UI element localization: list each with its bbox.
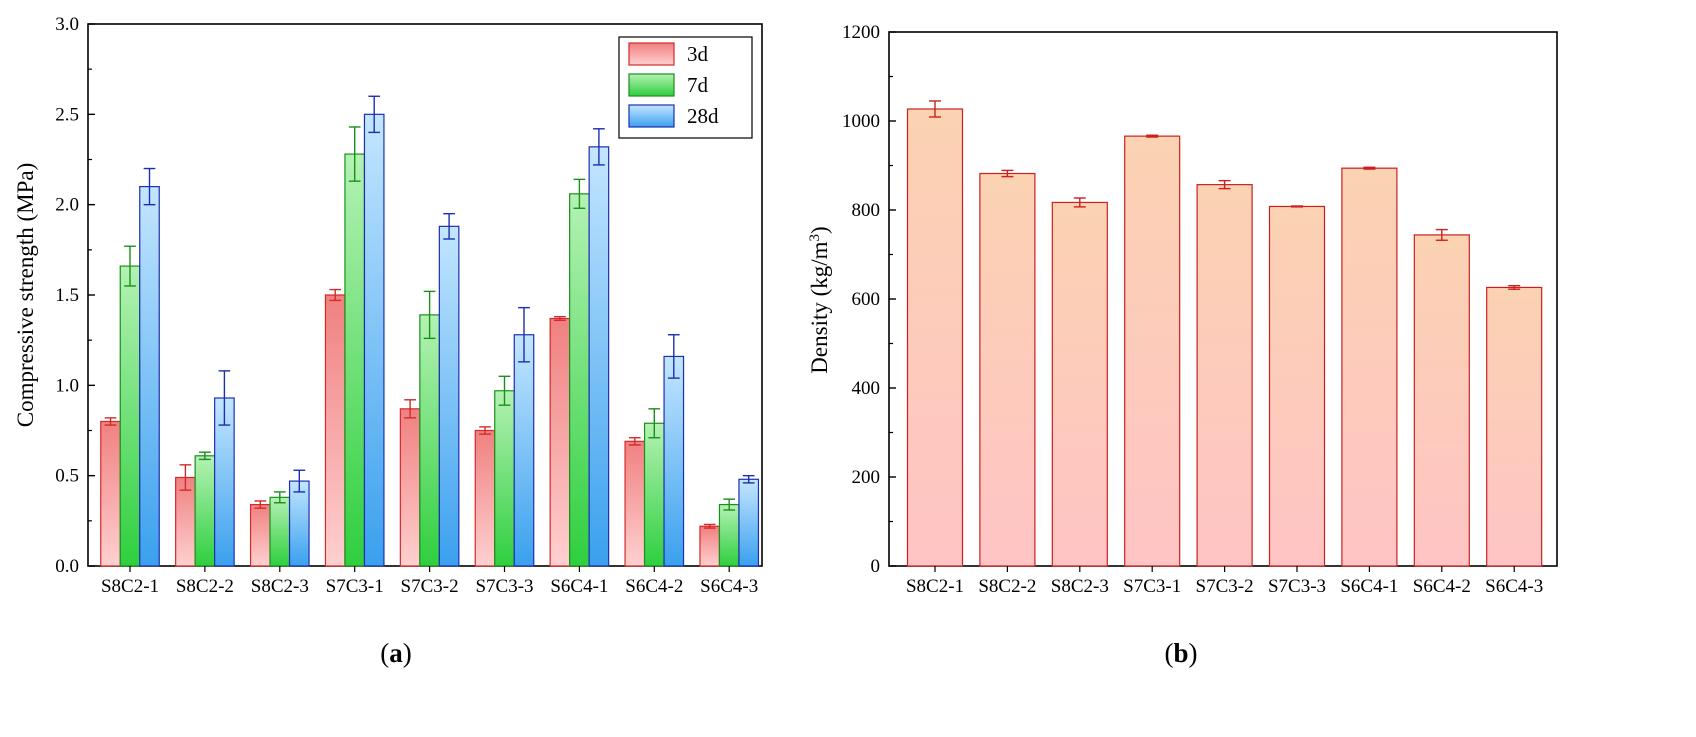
bar-7d-s7c3-2	[419, 314, 440, 567]
x-tick-label: S6C4-3	[700, 576, 758, 597]
bar-7d-s8c2-2	[194, 455, 216, 567]
panel-b-label-close: )	[1189, 638, 1198, 668]
bar-3d-s6c4-1	[549, 317, 571, 567]
panel-a-legend: 3d 7d 28d	[618, 36, 753, 139]
bar-28d-s8c2-3	[288, 480, 310, 567]
y-tick-label: 0.5	[55, 466, 79, 487]
y-tick-label: 0.0	[55, 556, 79, 577]
panel-a-label-open: (	[380, 638, 389, 668]
x-tick-label: S8C2-3	[251, 576, 309, 597]
panel-b-y-axis-title: Density (kg/m3)	[807, 226, 832, 373]
x-tick-label: S7C3-1	[326, 576, 384, 597]
legend-swatch-7d	[628, 73, 675, 97]
x-tick-label: S8C2-2	[176, 576, 234, 597]
y-tick-label: 3.0	[55, 14, 79, 35]
panel-a-y-axis-title: Compressive strength (MPa)	[13, 163, 38, 427]
bar-density-s6c4-2	[1413, 234, 1470, 567]
panel-a-y-axis: 0.0 0.5 1.0 1.5 2.0 2.5 3.0	[55, 14, 95, 577]
x-tick-label: S6C4-2	[625, 576, 683, 597]
bar-28d-s7c3-2	[438, 225, 460, 567]
bar-density-s8c2-1	[906, 108, 964, 567]
bar-7d-s7c3-3	[494, 390, 515, 567]
panel-b-bars	[906, 100, 1543, 567]
y-tick-label: 1.0	[55, 375, 79, 396]
y-tick-label: 2.0	[55, 195, 79, 216]
legend-label-3d: 3d	[687, 42, 709, 66]
panel-b-label: (b)	[1164, 638, 1197, 668]
y-tick-label: 1200	[842, 22, 880, 43]
x-tick-label: S8C2-2	[978, 576, 1036, 597]
bar-7d-s6c4-3	[718, 503, 740, 567]
y-tick-label: 400	[852, 378, 881, 399]
bar-28d-s6c4-1	[588, 146, 610, 567]
legend-swatch-28d	[628, 104, 675, 128]
bar-density-s7c3-3	[1268, 205, 1326, 567]
bar-3d-s8c2-1	[100, 420, 121, 567]
bar-7d-s8c2-3	[269, 496, 291, 567]
bar-density-s6c4-1	[1341, 167, 1398, 567]
panel-b-x-axis: S8C2-1 S8C2-2 S8C2-3 S7C3-1 S7C3-2 S7C3-3 S6C4…	[906, 566, 1543, 597]
x-tick-label: S8C2-3	[1051, 576, 1109, 597]
bar-28d-s7c3-3	[513, 334, 535, 567]
bar-3d-s6c4-2	[624, 440, 646, 567]
x-tick-label: S7C3-3	[475, 576, 533, 597]
panel-b-y-axis: 0 200 400 600 800 1000 1200	[842, 22, 896, 577]
y-tick-label: 0	[871, 556, 881, 577]
legend-swatch-3d	[628, 42, 675, 66]
y-tick-label: 2.5	[55, 104, 79, 125]
x-tick-label: S6C4-1	[550, 576, 608, 597]
legend-label-28d: 28d	[687, 104, 719, 128]
bar-7d-s8c2-1	[119, 265, 141, 567]
bar-density-s6c4-3	[1486, 286, 1543, 567]
x-tick-label: S6C4-2	[1413, 576, 1471, 597]
panel-b-chart: 0 200 400 600 800 1000 1200 S8C2-1 S8C2-2 S8C2-3…	[807, 22, 1558, 668]
panel-b-y-axis-title-superscript: 3	[807, 234, 823, 242]
y-tick-label: 600	[852, 289, 881, 310]
bar-3d-s7c3-3	[474, 429, 496, 567]
bar-3d-s7c3-1	[324, 294, 346, 567]
panel-b-y-axis-title-main: Density (kg/m	[807, 241, 832, 373]
panel-a-x-axis: S8C2-1 S8C2-2 S8C2-3 S7C3-1 S7C3-2 S7C3-3 S6C4…	[101, 566, 758, 597]
bar-7d-s6c4-2	[643, 422, 665, 567]
x-tick-label: S7C3-2	[401, 576, 459, 597]
panel-b-label-letter: b	[1173, 638, 1188, 668]
y-tick-label: 1.5	[55, 285, 79, 306]
bar-28d-s6c4-2	[663, 355, 685, 567]
bar-3d-s7c3-2	[399, 408, 421, 567]
panel-a-label-letter: a	[389, 638, 403, 668]
bar-28d-s6c4-3	[738, 478, 760, 567]
bar-3d-s8c2-3	[249, 503, 271, 567]
x-tick-label: S8C2-1	[101, 576, 159, 597]
panel-a-chart: 0.0 0.5 1.0 1.5 2.0 2.5 3.0 S8C2-1 S8C2-2 S8C2-3…	[13, 14, 763, 668]
y-tick-label: 1000	[842, 111, 880, 132]
y-tick-label: 800	[852, 200, 881, 221]
panel-b-y-axis-title-close: )	[807, 226, 832, 234]
bar-3d-s6c4-3	[699, 525, 721, 567]
x-tick-label: S8C2-1	[906, 576, 964, 597]
x-tick-label: S7C3-1	[1123, 576, 1181, 597]
bar-28d-s7c3-1	[363, 113, 385, 567]
legend-label-7d: 7d	[687, 73, 709, 97]
panel-b-label-open: (	[1164, 638, 1173, 668]
y-tick-label: 200	[852, 467, 881, 488]
bar-7d-s7c3-1	[344, 153, 366, 567]
x-tick-label: S6C4-3	[1485, 576, 1543, 597]
bar-density-s8c2-3	[1051, 201, 1108, 567]
panel-a-label-close: )	[403, 638, 412, 668]
bar-7d-s6c4-1	[569, 193, 590, 567]
bar-density-s7c3-1	[1124, 135, 1181, 567]
x-tick-label: S7C3-3	[1268, 576, 1326, 597]
bar-density-s7c3-2	[1196, 184, 1253, 567]
bar-28d-s8c2-1	[139, 186, 160, 567]
x-tick-label: S7C3-2	[1196, 576, 1254, 597]
panel-a-label: (a)	[380, 638, 412, 668]
x-tick-label: S6C4-1	[1340, 576, 1398, 597]
bar-density-s8c2-2	[979, 172, 1036, 567]
panel-a-bars	[100, 95, 760, 567]
